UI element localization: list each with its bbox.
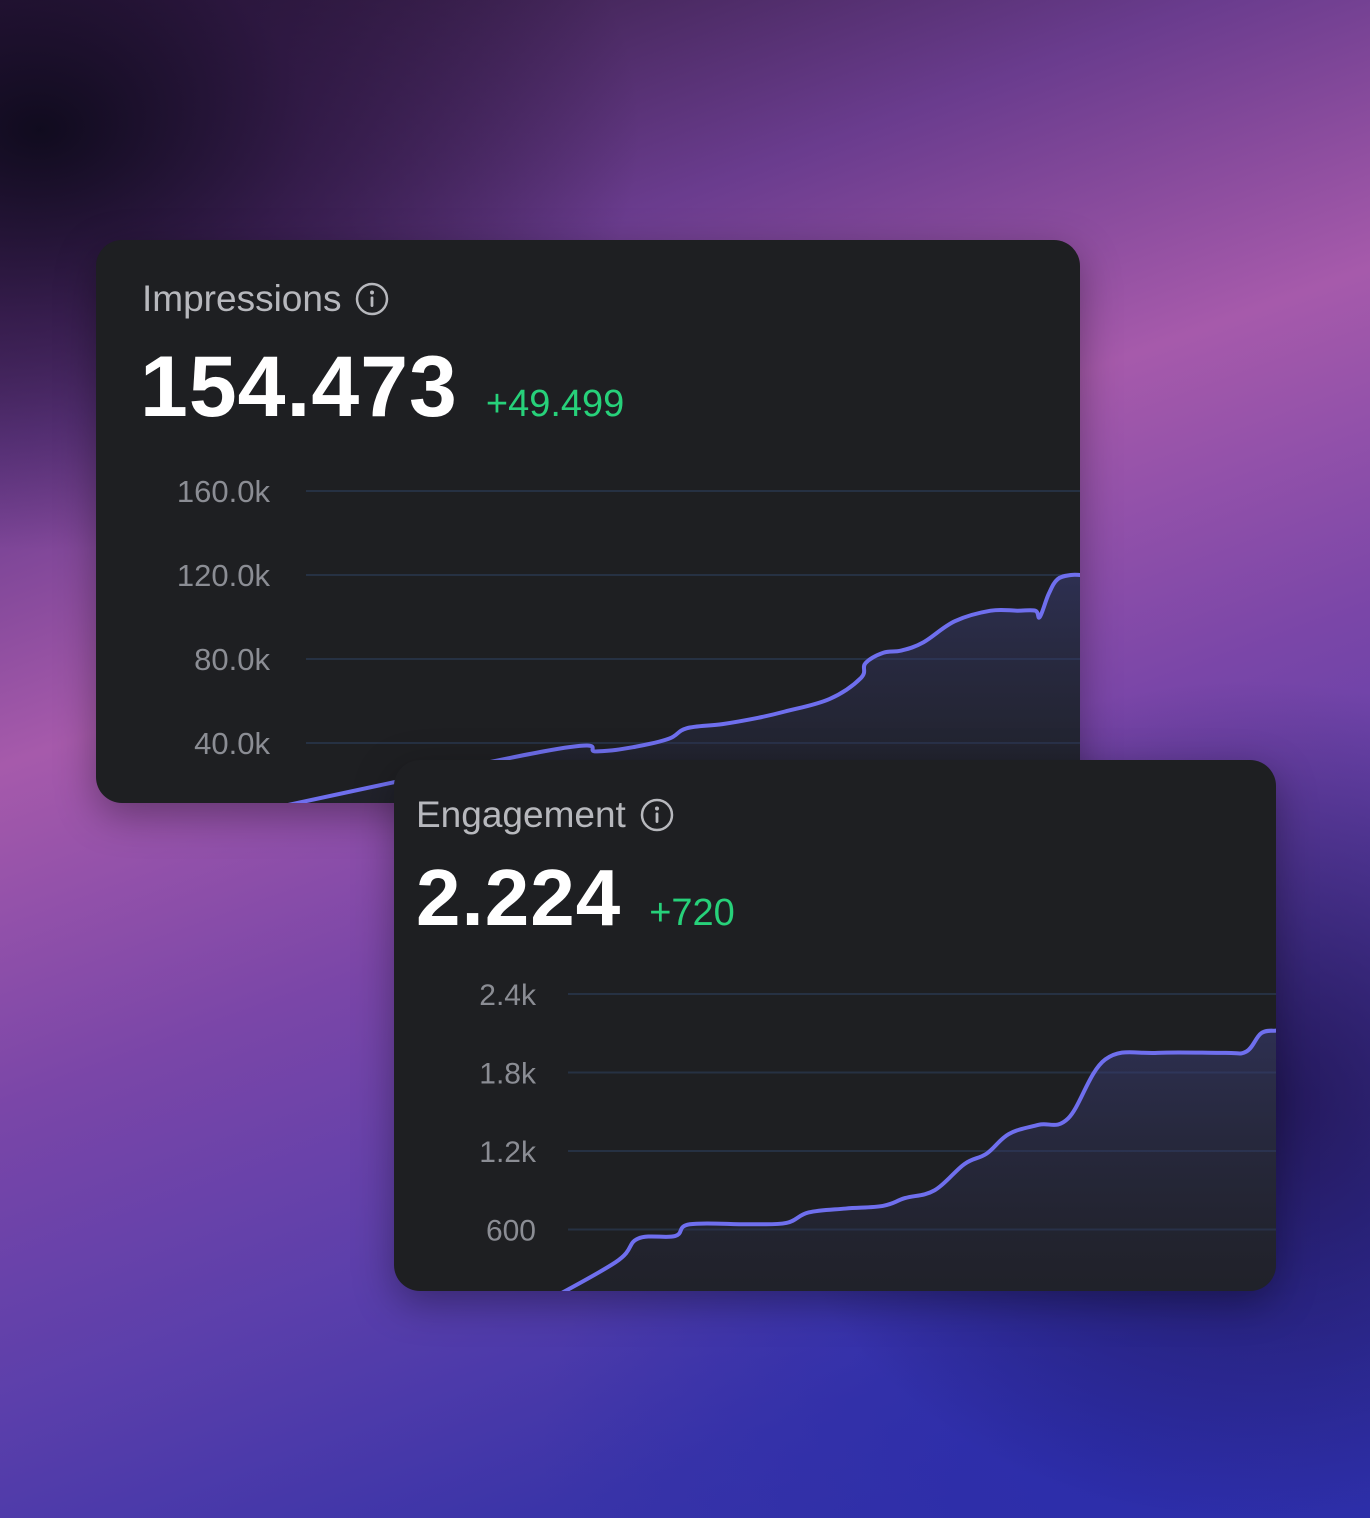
info-icon[interactable] <box>640 798 674 832</box>
imp-y-tick-label: 160.0k <box>177 474 271 509</box>
engagement-area <box>534 1030 1276 1291</box>
engagement-value-row: 2.224 +720 <box>416 852 735 944</box>
impressions-chart: 40.0k 80.0k 120.0k 160.0k <box>177 474 1080 803</box>
engagement-title-row: Engagement <box>416 794 674 836</box>
engagement-card: 600 1.2k 1.8k 2.4k Engagement 2.224 +720 <box>394 760 1276 1291</box>
impressions-line <box>287 572 1080 803</box>
eng-y-tick-label: 2.4k <box>479 979 537 1012</box>
imp-y-tick-label: 40.0k <box>194 726 270 761</box>
info-icon[interactable] <box>355 282 389 316</box>
engagement-delta: +720 <box>649 892 735 934</box>
engagement-title: Engagement <box>416 794 626 835</box>
engagement-line <box>561 1028 1276 1291</box>
imp-y-tick-label: 120.0k <box>177 558 271 593</box>
impressions-value: 154.473 <box>140 339 458 435</box>
imp-y-tick-label: 80.0k <box>194 642 270 677</box>
impressions-value-row: 154.473 +49.499 <box>140 338 624 437</box>
impressions-delta: +49.499 <box>485 383 625 425</box>
engagement-value: 2.224 <box>416 853 622 942</box>
impressions-area <box>186 574 1080 803</box>
impressions-card: 40.0k 80.0k 120.0k 160.0k Impressions 154.4… <box>96 240 1080 803</box>
impressions-title: Impressions <box>142 278 342 319</box>
eng-y-tick-label: 1.8k <box>479 1057 537 1090</box>
engagement-chart: 600 1.2k 1.8k 2.4k <box>479 979 1276 1291</box>
eng-y-tick-label: 600 <box>486 1214 536 1247</box>
impressions-title-row: Impressions <box>142 278 389 320</box>
eng-y-tick-label: 1.2k <box>479 1136 537 1169</box>
